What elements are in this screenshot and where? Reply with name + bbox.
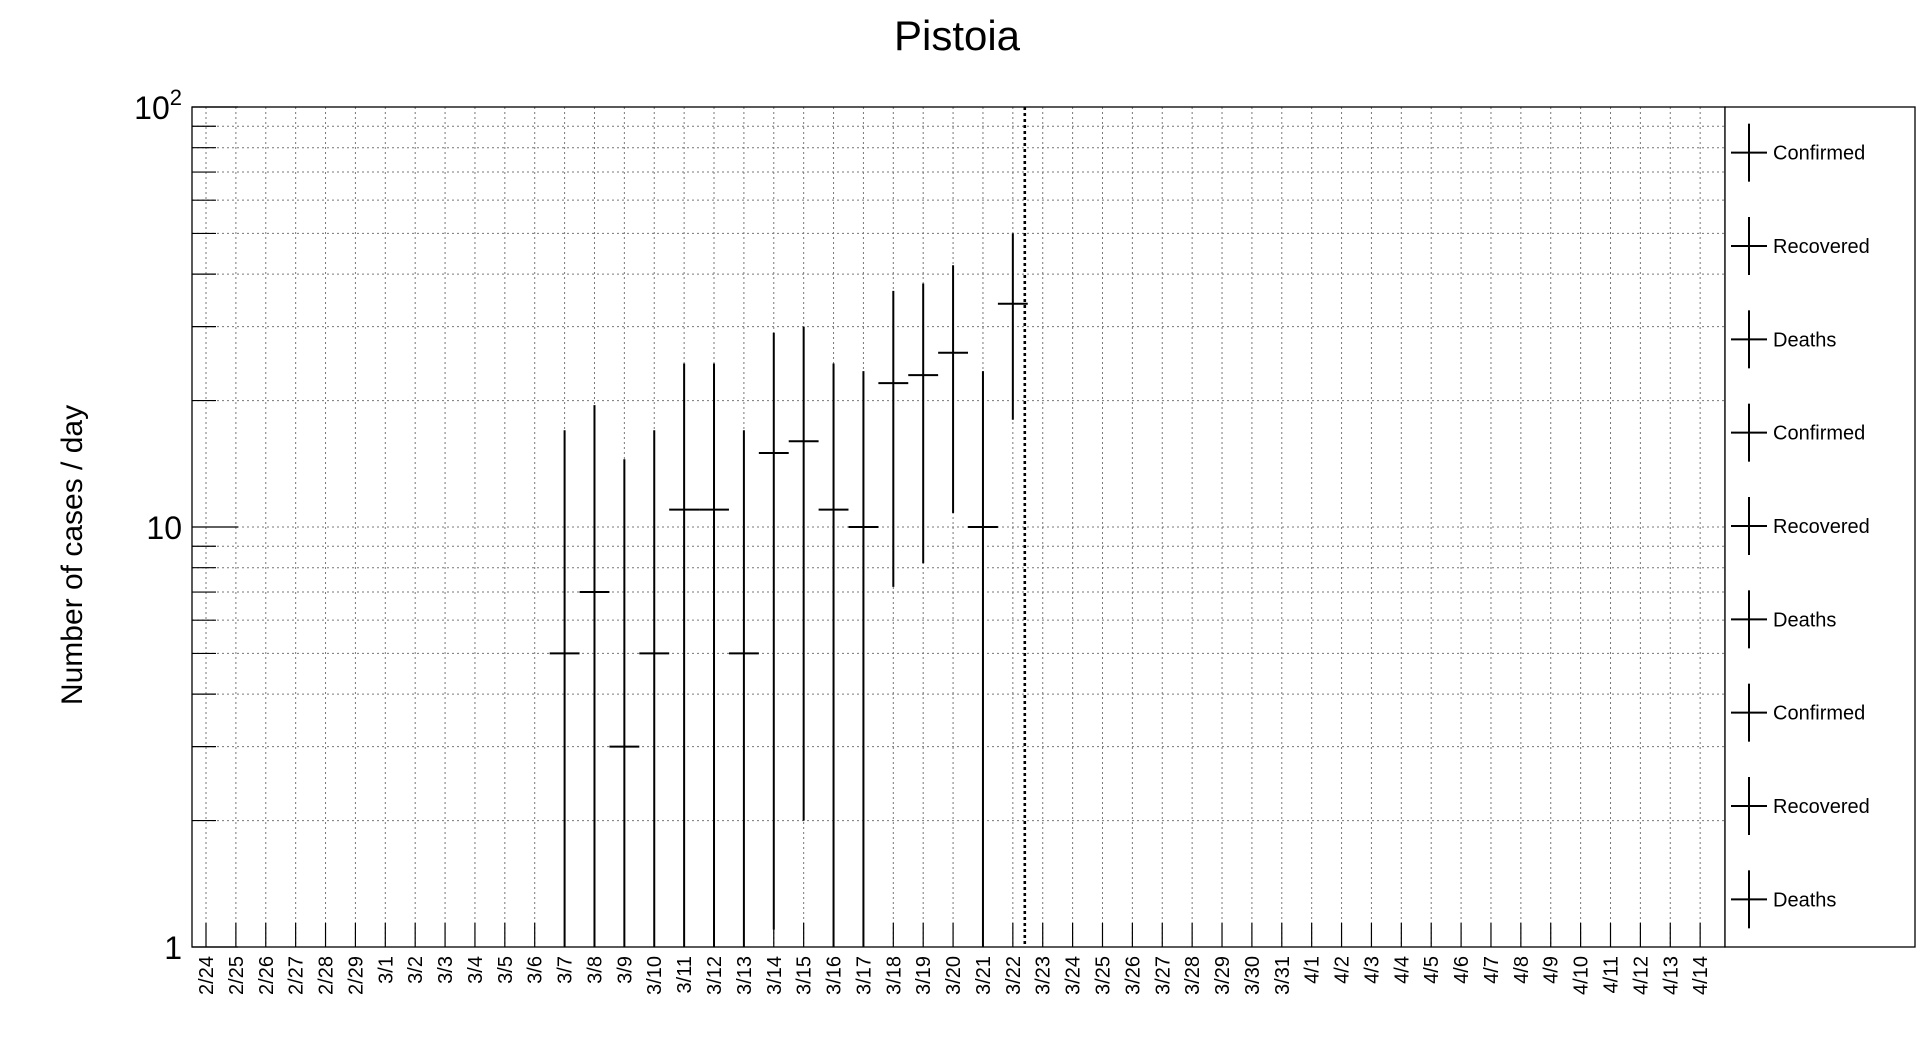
x-tick-label: 4/12: [1630, 956, 1652, 995]
x-tick-label: 3/18: [883, 956, 905, 995]
data-point: [938, 265, 969, 513]
legend-label: Deaths: [1773, 889, 1836, 911]
legend-label: Recovered: [1773, 516, 1870, 538]
data-point: [728, 430, 759, 947]
data-point: [848, 371, 879, 947]
x-tick-label: 4/10: [1571, 956, 1593, 995]
x-tick-label: 3/1: [375, 956, 397, 984]
legend-label: Confirmed: [1773, 423, 1865, 445]
y-axis: 1 10 102: [134, 85, 238, 966]
data-point: [818, 363, 849, 947]
x-tick-label: 3/26: [1122, 956, 1144, 995]
grid: [192, 106, 1725, 948]
legend-entry: Confirmed: [1731, 683, 1865, 742]
data-point: [878, 290, 909, 587]
x-tick-label: 3/12: [704, 956, 726, 995]
x-tick-label: 3/5: [495, 956, 517, 984]
x-tick-label: 3/17: [853, 956, 875, 995]
x-tick-label: 3/25: [1092, 956, 1114, 995]
legend-label: Confirmed: [1773, 143, 1865, 165]
x-tick-label: 3/4: [465, 956, 487, 984]
legend-label: Confirmed: [1773, 703, 1865, 725]
x-tick-label: 2/24: [196, 956, 218, 995]
data-point: [968, 371, 998, 947]
x-tick-label: 3/21: [973, 956, 995, 995]
x-tick-label: 3/24: [1063, 956, 1085, 995]
x-tick-label: 3/16: [824, 956, 846, 995]
data-point: [699, 363, 729, 947]
legend-entry: Recovered: [1731, 777, 1870, 835]
legend-label: Deaths: [1773, 329, 1836, 351]
x-tick-label: 2/25: [226, 956, 248, 995]
x-tick-label: 3/30: [1242, 956, 1264, 995]
x-tick-label: 4/3: [1361, 956, 1383, 984]
legend: Confirmed Recovered Deaths Confirmed Recover…: [1724, 106, 1916, 948]
y-tick-label: 1: [164, 930, 182, 966]
x-tick-label: 4/5: [1421, 956, 1443, 984]
data-point: [579, 405, 610, 947]
x-tick-label: 3/7: [555, 956, 577, 984]
y-tick-label: 102: [134, 85, 182, 126]
data-points: [549, 107, 1028, 947]
x-tick-label: 4/13: [1660, 956, 1682, 995]
x-tick-label: 3/22: [1003, 956, 1025, 995]
x-tick-label: 2/29: [345, 956, 367, 995]
data-point: [549, 430, 580, 947]
x-axis: 2/24 2/25 2/26 2/27 2/28 2/29 3/1 3/2 3/3 3/4 3/5 3…: [196, 923, 1712, 995]
x-tick-label: 4/1: [1302, 956, 1324, 984]
x-tick-label: 3/14: [764, 956, 786, 995]
legend-entry: Recovered: [1731, 497, 1870, 555]
x-tick-label: 3/3: [435, 956, 457, 984]
legend-label: Recovered: [1773, 796, 1870, 818]
legend-entry: Confirmed: [1731, 123, 1865, 182]
y-axis-label: Number of cases / day: [56, 405, 89, 705]
x-tick-label: 3/8: [584, 956, 606, 984]
legend-label: Deaths: [1773, 609, 1836, 631]
data-point: [997, 233, 1028, 420]
x-tick-label: 3/19: [913, 956, 935, 995]
data-point: [669, 363, 700, 947]
legend-entry: Recovered: [1731, 217, 1870, 275]
legend-entry: Confirmed: [1731, 403, 1865, 462]
x-tick-label: 4/14: [1690, 956, 1712, 995]
x-tick-label: 4/4: [1391, 956, 1413, 984]
x-tick-label: 4/2: [1332, 956, 1354, 984]
x-tick-label: 3/29: [1212, 956, 1234, 995]
data-point: [788, 326, 819, 821]
x-tick-label: 3/15: [794, 956, 816, 995]
y-tick-label: 10: [146, 510, 182, 546]
x-tick-label: 3/28: [1182, 956, 1204, 995]
x-tick-label: 2/26: [256, 956, 278, 995]
x-tick-label: 3/6: [525, 956, 547, 984]
chart-title: Pistoia: [894, 12, 1021, 59]
x-tick-label: 4/8: [1511, 956, 1533, 984]
x-tick-label: 3/10: [644, 956, 666, 995]
x-tick-label: 3/9: [614, 956, 636, 984]
data-point: [758, 332, 789, 930]
x-tick-label: 3/11: [674, 956, 696, 993]
x-tick-label: 3/13: [734, 956, 756, 995]
x-tick-label: 3/23: [1033, 956, 1055, 995]
legend-label: Recovered: [1773, 236, 1870, 258]
data-point: [639, 430, 670, 947]
x-tick-label: 4/9: [1541, 956, 1563, 984]
x-tick-label: 4/6: [1451, 956, 1473, 984]
x-tick-label: 2/28: [316, 956, 338, 995]
legend-entry: Deaths: [1731, 310, 1836, 369]
data-point: [908, 283, 939, 564]
x-tick-label: 3/20: [943, 956, 965, 995]
x-tick-label: 3/2: [405, 956, 427, 984]
data-point: [609, 459, 640, 947]
x-tick-label: 4/11: [1601, 956, 1623, 993]
x-tick-label: 3/27: [1152, 956, 1174, 995]
legend-entry: Deaths: [1731, 590, 1836, 649]
legend-entry: Deaths: [1731, 870, 1836, 929]
x-tick-label: 3/31: [1272, 956, 1294, 995]
x-tick-label: 4/7: [1481, 956, 1503, 984]
x-tick-label: 2/27: [286, 956, 308, 995]
